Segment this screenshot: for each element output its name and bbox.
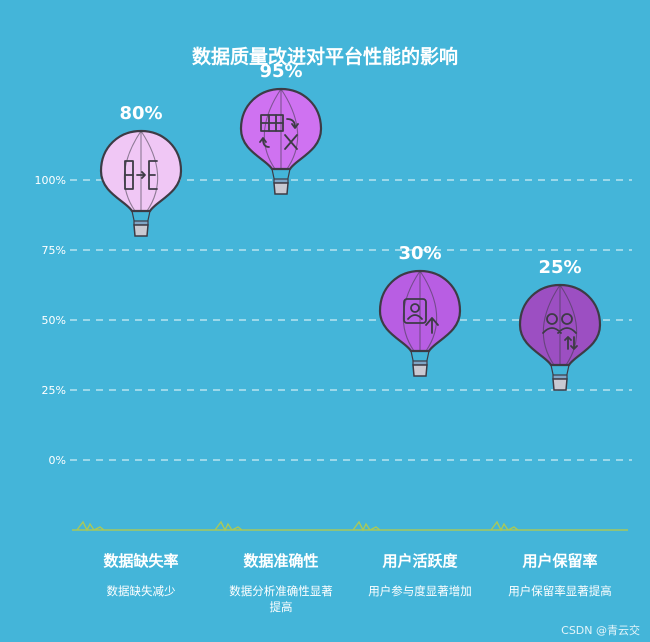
category-description: 数据分析准确性显著提高 (229, 584, 333, 614)
credit-text: CSDN @青云交 (561, 623, 640, 637)
category-label: 数据准确性 (243, 552, 318, 570)
y-tick-label: 50% (42, 314, 66, 327)
y-tick-label: 75% (42, 244, 66, 257)
user-retention-icon (542, 313, 578, 350)
balloon-basket (133, 224, 149, 237)
balloon-basket (412, 364, 428, 377)
y-tick-label: 0% (49, 454, 66, 467)
table-transform-icon (259, 114, 299, 150)
category-label: 用户活跃度 (382, 552, 458, 570)
balloon-basket (273, 182, 289, 195)
y-tick-label: 100% (35, 174, 66, 187)
balloon-mark: 30% (378, 243, 462, 377)
category-description: 用户保留率显著提高 (508, 584, 612, 598)
category-label: 数据缺失率 (103, 552, 178, 570)
balloon-basket (552, 378, 568, 391)
data-gap-icon (124, 160, 158, 190)
ground-line-path (72, 520, 628, 532)
value-label: 30% (398, 243, 441, 264)
chart-title: 数据质量改进对平台性能的影响 (192, 45, 458, 68)
ground-line (72, 520, 628, 532)
value-label: 95% (259, 61, 302, 82)
balloon-mark: 95% (239, 61, 323, 195)
category-label: 用户保留率 (522, 552, 597, 570)
y-tick-label: 25% (42, 384, 66, 397)
category-description: 用户参与度显著增加 (368, 584, 472, 598)
value-label: 25% (538, 257, 581, 278)
balloon-mark: 25% (518, 257, 602, 391)
value-label: 80% (119, 103, 162, 124)
balloon-mark: 80% (99, 103, 183, 237)
category-description: 数据缺失减少 (107, 584, 176, 598)
balloons: 80% 95% 30% 25% (99, 61, 602, 391)
user-activity-icon (403, 298, 439, 334)
